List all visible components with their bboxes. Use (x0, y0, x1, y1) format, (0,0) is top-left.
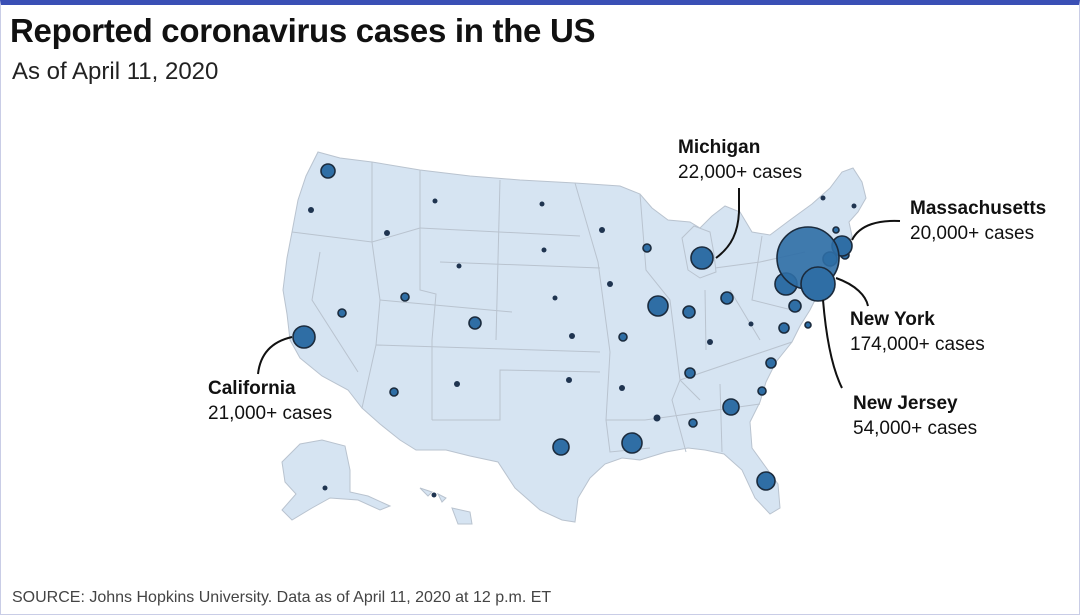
bubble-virginia (778, 322, 790, 334)
state-dots (308, 195, 857, 498)
bubble-maryland (788, 299, 802, 313)
state-bubbles (292, 163, 853, 491)
dot-montana (432, 198, 438, 204)
callout-new-york-cases: 174,000+ cases (850, 333, 985, 355)
bubble-south-carolina (757, 386, 767, 396)
callout-california-name: California (208, 378, 296, 399)
bubble-tennessee (684, 367, 696, 379)
callout-new-jersey-cases: 54,000+ cases (853, 417, 978, 439)
callout-massachusetts-name: Massachusetts (910, 198, 1047, 219)
bubble-missouri (618, 332, 628, 342)
bubble-indiana (682, 305, 696, 319)
dot-new-mexico (454, 381, 460, 387)
dot-idaho (384, 230, 390, 236)
bubble-louisiana (621, 432, 643, 454)
bubble-california (292, 325, 316, 349)
dot-vermont (820, 195, 826, 201)
callout-michigan-cases: 22,000+ cases (678, 161, 803, 183)
callout-line-california (257, 336, 293, 375)
callout-new-york-name: New York (850, 309, 935, 330)
bubble-washington (320, 163, 336, 179)
dot-oklahoma (566, 377, 572, 383)
dot-oregon (308, 207, 314, 213)
callout-new-jersey-name: New Jersey (853, 393, 958, 414)
dot-arkansas (619, 385, 625, 391)
callout-new-jersey: New Jersey 54,000+ cases (853, 392, 977, 441)
dot-south-dakota (541, 247, 547, 253)
dot-north-dakota (539, 201, 545, 207)
alaska (281, 439, 392, 521)
callout-massachusetts-cases: 20,000+ cases (910, 222, 1035, 244)
dot-maine (851, 203, 857, 209)
bubble-florida (756, 471, 776, 491)
dot-nebraska (552, 295, 558, 301)
callout-new-york: New York 174,000+ cases (850, 308, 985, 357)
callout-california: California 21,000+ cases (208, 377, 332, 426)
bubble-utah (400, 292, 410, 302)
bubble-delaware (804, 321, 812, 329)
dot-wyoming (456, 263, 462, 269)
dot-alaska (322, 485, 328, 491)
hawaii (419, 487, 473, 525)
dot-west-virginia (748, 321, 754, 327)
bubble-new-hampshire (832, 226, 840, 234)
callout-line-new-jersey (822, 299, 843, 389)
callout-michigan: Michigan 22,000+ cases (678, 136, 802, 185)
dot-minnesota (599, 227, 605, 233)
bubble-new-jersey (800, 266, 836, 302)
bubble-wisconsin (642, 243, 652, 253)
bubble-ohio (720, 291, 734, 305)
dot-iowa (607, 281, 613, 287)
bubble-texas (552, 438, 570, 456)
callout-california-cases: 21,000+ cases (208, 402, 333, 424)
callout-line-new-york (835, 277, 869, 307)
callout-massachusetts: Massachusetts 20,000+ cases (910, 197, 1046, 246)
bubble-colorado (468, 316, 482, 330)
bubble-georgia (722, 398, 740, 416)
bubble-nevada (337, 308, 347, 318)
bubble-north-carolina (765, 357, 777, 369)
dot-hawaii (431, 492, 437, 498)
chart-title: Reported coronavirus cases in the US (10, 12, 596, 49)
dot-mississippi (653, 414, 661, 422)
dot-kansas (569, 333, 575, 339)
callout-line-michigan (715, 188, 740, 259)
bubble-michigan (690, 246, 714, 270)
source-note: SOURCE: Johns Hopkins University. Data a… (12, 589, 552, 606)
bubble-illinois (647, 295, 669, 317)
chart-subtitle: As of April 11, 2020 (12, 58, 219, 85)
bubble-alabama (688, 418, 698, 428)
dot-kentucky (707, 339, 713, 345)
callout-line-massachusetts (851, 219, 901, 241)
callout-michigan-name: Michigan (678, 137, 761, 158)
bubble-arizona (389, 387, 399, 397)
